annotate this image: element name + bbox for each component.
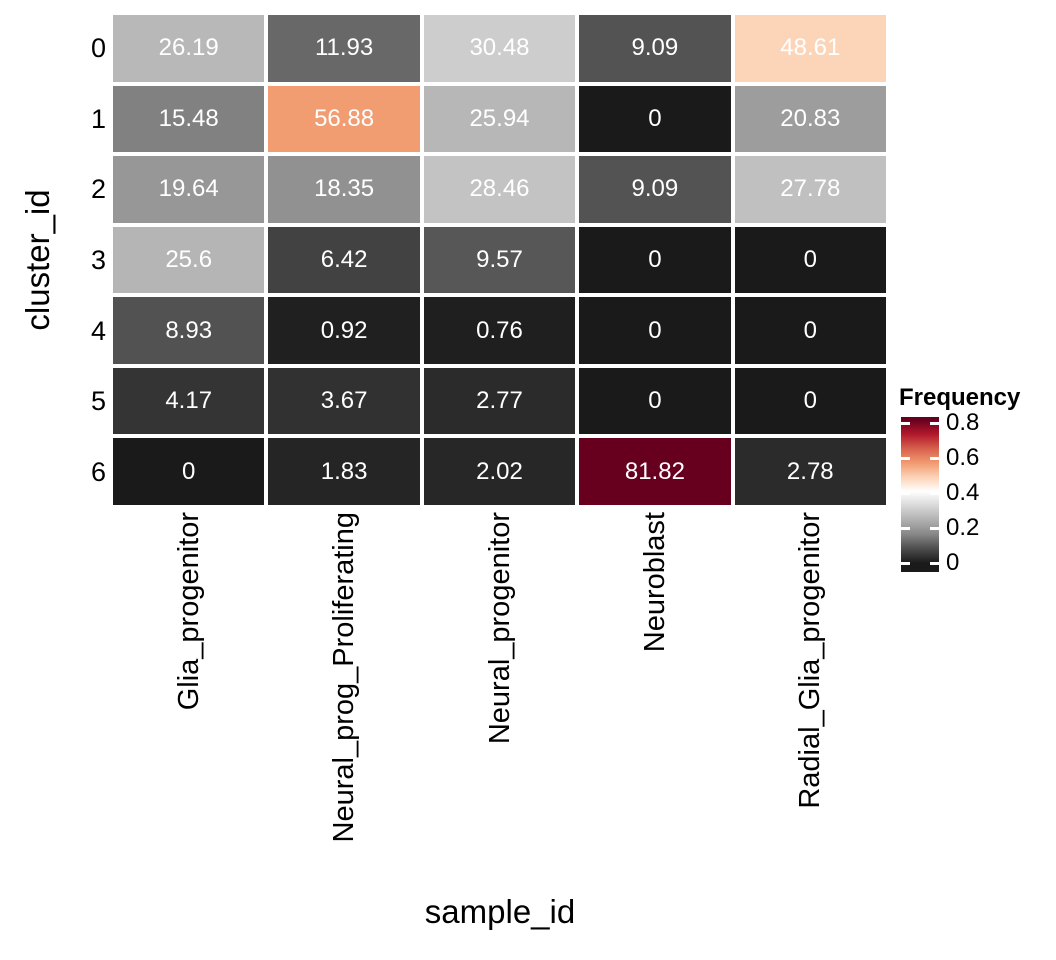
heatmap-cell: 26.19 [113, 15, 265, 82]
legend-tick-mark [930, 421, 939, 425]
legend-tick-mark [930, 526, 939, 530]
heatmap-cell: 4.17 [113, 367, 265, 435]
heatmap-cell: 25.94 [423, 85, 576, 153]
heatmap-cell: 56.88 [268, 85, 420, 153]
heatmap-cell: 0 [579, 226, 731, 294]
heatmap-cell: 27.78 [734, 156, 886, 223]
legend-tick-mark [930, 561, 939, 565]
legend-tick-mark [901, 526, 910, 530]
legend-tick-mark [901, 456, 910, 460]
column-label: Neuroblast [638, 512, 671, 653]
heatmap-cell: 2.77 [423, 367, 576, 435]
heatmap-cell: 28.46 [423, 156, 576, 223]
row-label: 1 [90, 103, 106, 134]
heatmap-cell: 81.82 [579, 438, 731, 505]
heatmap-cell: 15.48 [113, 85, 265, 153]
heatmap-cell: 30.48 [423, 15, 576, 82]
legend-tick-label: 0.4 [946, 479, 980, 506]
row-label: 5 [90, 386, 106, 417]
heatmap-cell: 9.09 [579, 156, 731, 223]
heatmap-cell: 25.6 [113, 226, 265, 294]
legend-tick-mark [901, 491, 910, 495]
row-label: 6 [90, 456, 106, 487]
heatmap-cell: 2.78 [734, 438, 886, 505]
legend-tick-label: 0 [946, 549, 960, 576]
column-label: Neural_prog_Proliferating [328, 512, 361, 843]
heatmap-cell: 48.61 [734, 15, 886, 82]
column-label: Radial_Glia_progenitor [794, 512, 827, 809]
heatmap-cell: 0.76 [423, 297, 576, 364]
heatmap-cell: 8.93 [113, 297, 265, 364]
legend-colorbar [901, 417, 939, 572]
column-label: Glia_progenitor [172, 512, 205, 711]
heatmap-cell: 18.35 [268, 156, 420, 223]
heatmap-cell: 9.09 [579, 15, 731, 82]
row-label: 3 [90, 245, 106, 275]
heatmap-cell: 0.92 [268, 297, 420, 364]
heatmap-cell: 20.83 [734, 85, 886, 153]
row-label: 4 [90, 315, 106, 346]
legend-title: Frequency [899, 384, 1021, 411]
legend-tick-label: 0.6 [946, 444, 980, 471]
heatmap-grid: 26.19 11.93 30.48 9.09 48.61 15.48 56.88 25.94 0… [113, 15, 886, 505]
heatmap-cell: 0 [579, 297, 731, 364]
heatmap-cell: 0 [734, 226, 886, 294]
heatmap-cell: 9.57 [423, 226, 576, 294]
heatmap-cell: 0 [579, 367, 731, 435]
legend-tick-mark [901, 561, 910, 565]
column-label: Neural_progenitor [483, 512, 516, 745]
row-label: 0 [90, 33, 106, 64]
row-label: 2 [90, 174, 106, 205]
heatmap-cell: 0 [734, 367, 886, 435]
heatmap-cell: 3.67 [268, 367, 420, 435]
legend-tick-label: 0.2 [946, 514, 980, 541]
heatmap-cell: 0 [579, 85, 731, 153]
heatmap-cell: 0 [113, 438, 265, 505]
legend-tick-label: 0.8 [946, 409, 980, 436]
legend-tick-mark [930, 491, 939, 495]
heatmap-cell: 2.02 [423, 438, 576, 505]
heatmap-cell: 0 [734, 297, 886, 364]
legend-tick-mark [901, 421, 910, 425]
heatmap-cell: 6.42 [268, 226, 420, 294]
heatmap-cell: 19.64 [113, 156, 265, 223]
heatmap-cell: 11.93 [268, 15, 420, 82]
legend-tick-mark [930, 456, 939, 460]
x-axis-title: sample_id [424, 893, 576, 930]
heatmap-cell: 1.83 [268, 438, 420, 505]
